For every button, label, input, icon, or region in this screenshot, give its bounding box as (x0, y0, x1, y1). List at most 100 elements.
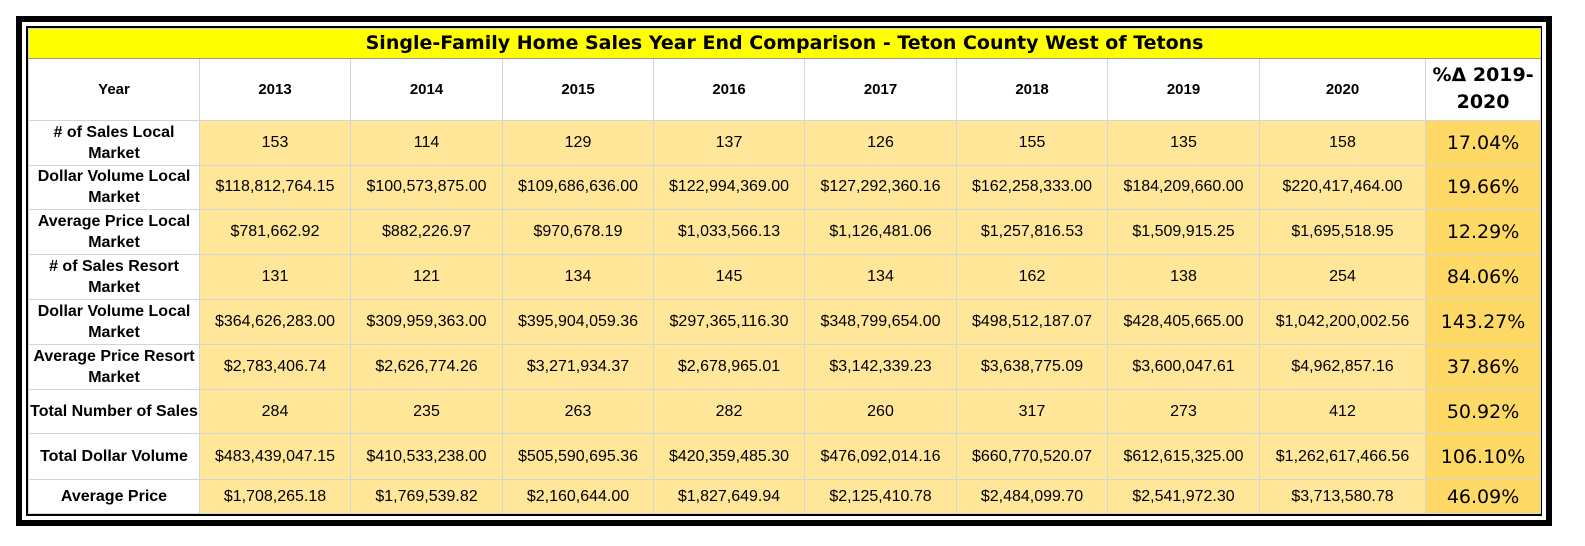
pct-change-cell: 143.27% (1424, 299, 1542, 345)
value-cell-2018: 317 (956, 388, 1108, 435)
value-cell-2017: $2,125,410.78 (804, 479, 957, 514)
row-label: Total Number of Sales (28, 388, 200, 435)
table-row: Average Price Local Market $781,662.92 $88… (28, 209, 1542, 256)
pct-change-cell: 37.86% (1424, 343, 1542, 390)
value-cell-2013: $1,708,265.18 (199, 479, 351, 514)
value-cell-2013: 284 (199, 388, 351, 435)
value-cell-2017: 134 (804, 254, 957, 300)
pct-change-cell: 46.09% (1424, 479, 1542, 514)
value-cell-2018: 162 (956, 254, 1108, 300)
value-cell-2014: $100,573,875.00 (350, 164, 503, 211)
year-header-2020: 2020 (1259, 57, 1426, 121)
value-cell-2019: $428,405,665.00 (1107, 299, 1260, 345)
value-cell-2014: $309,959,363.00 (350, 299, 503, 345)
value-cell-2016: 282 (653, 388, 805, 435)
value-cell-2019: 135 (1107, 119, 1260, 166)
pct-change-header-line1: %Δ 2019- (1432, 64, 1534, 87)
value-cell-2020: $1,695,518.95 (1259, 209, 1426, 256)
value-cell-2014: $882,226.97 (350, 209, 503, 256)
row-label: Average Price Local Market (28, 209, 200, 256)
pct-change-cell: 12.29% (1424, 209, 1542, 256)
value-cell-2013: 153 (199, 119, 351, 166)
value-cell-2018: $2,484,099.70 (956, 479, 1108, 514)
value-cell-2015: 263 (502, 388, 654, 435)
value-cell-2013: $781,662.92 (199, 209, 351, 256)
sales-comparison-table: Single-Family Home Sales Year End Compar… (27, 28, 1542, 514)
value-cell-2013: 131 (199, 254, 351, 300)
row-label: # of Sales Resort Market (28, 254, 200, 300)
value-cell-2016: $1,827,649.94 (653, 479, 805, 514)
year-header-2017: 2017 (804, 57, 957, 121)
value-cell-2020: $1,042,200,002.56 (1259, 299, 1426, 345)
value-cell-2015: $2,160,644.00 (502, 479, 654, 514)
year-header-2015: 2015 (502, 57, 654, 121)
title-row: Single-Family Home Sales Year End Compar… (27, 28, 1542, 59)
year-header-2016: 2016 (653, 57, 805, 121)
row-label: Total Dollar Volume (28, 433, 200, 481)
value-cell-2014: 235 (350, 388, 503, 435)
pct-change-cell: 19.66% (1424, 164, 1542, 211)
value-cell-2017: $127,292,360.16 (804, 164, 957, 211)
value-cell-2016: 145 (653, 254, 805, 300)
value-cell-2019: $184,209,660.00 (1107, 164, 1260, 211)
value-cell-2016: $2,678,965.01 (653, 343, 805, 390)
value-cell-2013: $364,626,283.00 (199, 299, 351, 345)
value-cell-2020: $1,262,617,466.56 (1259, 433, 1426, 481)
value-cell-2015: $970,678.19 (502, 209, 654, 256)
year-header-2018: 2018 (956, 57, 1108, 121)
value-cell-2016: $122,994,369.00 (653, 164, 805, 211)
value-cell-2020: 254 (1259, 254, 1426, 300)
year-header-2019: 2019 (1107, 57, 1260, 121)
value-cell-2014: $410,533,238.00 (350, 433, 503, 481)
value-cell-2019: $2,541,972.30 (1107, 479, 1260, 514)
table-title: Single-Family Home Sales Year End Compar… (27, 28, 1542, 59)
row-label: Average Price Resort Market (28, 343, 200, 390)
value-cell-2018: $660,770,520.07 (956, 433, 1108, 481)
value-cell-2018: 155 (956, 119, 1108, 166)
value-cell-2018: $498,512,187.07 (956, 299, 1108, 345)
value-cell-2018: $162,258,333.00 (956, 164, 1108, 211)
header-row: Year 2013 2014 2015 2016 2017 2018 2019 … (28, 57, 1542, 121)
value-cell-2013: $118,812,764.15 (199, 164, 351, 211)
row-label: Dollar Volume Local Market (28, 299, 200, 345)
value-cell-2019: $3,600,047.61 (1107, 343, 1260, 390)
value-cell-2015: $109,686,636.00 (502, 164, 654, 211)
table-row: Average Price $1,708,265.18 $1,769,539.82 $… (28, 479, 1542, 514)
data-rows: # of Sales Local Market 153 114 129 137 126 15… (28, 119, 1542, 514)
pct-change-cell: 50.92% (1424, 388, 1542, 435)
value-cell-2020: 412 (1259, 388, 1426, 435)
value-cell-2015: $505,590,695.36 (502, 433, 654, 481)
table-row: # of Sales Local Market 153 114 129 137 126 15… (28, 119, 1542, 166)
value-cell-2015: 129 (502, 119, 654, 166)
value-cell-2016: $1,033,566.13 (653, 209, 805, 256)
year-header-2013: 2013 (199, 57, 351, 121)
table-frame: Single-Family Home Sales Year End Compar… (16, 16, 1552, 526)
value-cell-2017: $1,126,481.06 (804, 209, 957, 256)
value-cell-2019: 138 (1107, 254, 1260, 300)
value-cell-2016: 137 (653, 119, 805, 166)
value-cell-2015: $3,271,934.37 (502, 343, 654, 390)
table-row: Total Dollar Volume $483,439,047.15 $410,5… (28, 433, 1542, 481)
table-row: Total Number of Sales 284 235 263 282 260 317 2… (28, 388, 1542, 435)
value-cell-2019: $612,615,325.00 (1107, 433, 1260, 481)
value-cell-2013: $483,439,047.15 (199, 433, 351, 481)
table-row: Dollar Volume Local Market $364,626,283.0… (28, 299, 1542, 345)
value-cell-2017: $348,799,654.00 (804, 299, 957, 345)
year-header: Year (28, 57, 200, 121)
value-cell-2014: $2,626,774.26 (350, 343, 503, 390)
value-cell-2017: $476,092,014.16 (804, 433, 957, 481)
pct-change-cell: 106.10% (1424, 433, 1542, 481)
value-cell-2020: $220,417,464.00 (1259, 164, 1426, 211)
row-label: Average Price (28, 479, 200, 514)
value-cell-2014: $1,769,539.82 (350, 479, 503, 514)
value-cell-2014: 114 (350, 119, 503, 166)
row-label: Dollar Volume Local Market (28, 164, 200, 211)
year-header-2014: 2014 (350, 57, 503, 121)
value-cell-2016: $297,365,116.30 (653, 299, 805, 345)
pct-change-cell: 84.06% (1424, 254, 1542, 300)
value-cell-2018: $1,257,816.53 (956, 209, 1108, 256)
value-cell-2017: $3,142,339.23 (804, 343, 957, 390)
value-cell-2020: 158 (1259, 119, 1426, 166)
value-cell-2016: $420,359,485.30 (653, 433, 805, 481)
frame-inner-border: Single-Family Home Sales Year End Compar… (26, 26, 1542, 516)
